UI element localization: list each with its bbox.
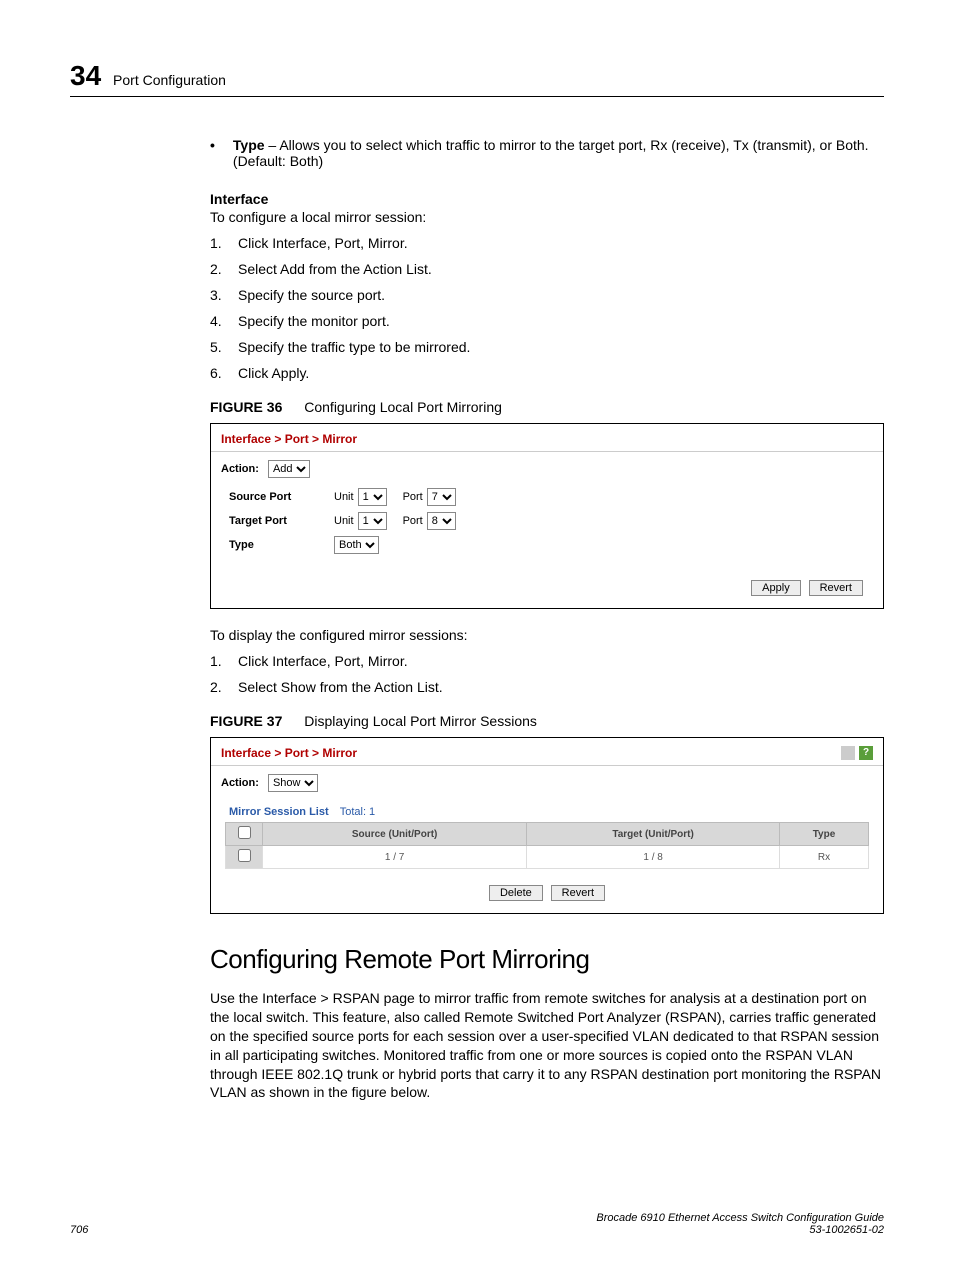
figure36-label: FIGURE 36 bbox=[210, 399, 282, 415]
source-port-row: Source Port Unit 1 Port 7 bbox=[229, 488, 865, 506]
step-item: 1.Click Interface, Port, Mirror. bbox=[210, 235, 884, 251]
bullet-label: Type bbox=[233, 137, 265, 153]
step-text: Specify the monitor port. bbox=[238, 313, 390, 329]
step-num: 1. bbox=[210, 653, 238, 669]
figure36-buttons: Apply Revert bbox=[211, 572, 883, 608]
delete-button[interactable]: Delete bbox=[489, 885, 543, 901]
page-footer: 706 Brocade 6910 Ethernet Access Switch … bbox=[70, 1212, 884, 1236]
section-heading: Configuring Remote Port Mirroring bbox=[210, 944, 884, 975]
port-label: Port bbox=[403, 515, 423, 527]
action-label: Action: bbox=[221, 777, 259, 789]
target-unit-select[interactable]: 1 bbox=[358, 512, 387, 530]
table-header-row: Source (Unit/Port) Target (Unit/Port) Ty… bbox=[226, 823, 869, 846]
chapter-title: Port Configuration bbox=[113, 72, 226, 88]
figure37-title: Displaying Local Port Mirror Sessions bbox=[304, 713, 537, 729]
mirror-table: Source (Unit/Port) Target (Unit/Port) Ty… bbox=[225, 822, 869, 869]
figure37-breadcrumb: Interface > Port > Mirror ? bbox=[211, 738, 883, 766]
step-item: 1.Click Interface, Port, Mirror. bbox=[210, 653, 884, 669]
chapter-number: 34 bbox=[70, 60, 101, 92]
bullet-text: Type – Allows you to select which traffi… bbox=[233, 137, 884, 169]
revert-button[interactable]: Revert bbox=[551, 885, 605, 901]
row-checkbox-cell bbox=[226, 846, 263, 869]
action-label: Action: bbox=[221, 463, 259, 475]
type-row: Type Both bbox=[229, 536, 865, 554]
bullet-item: • Type – Allows you to select which traf… bbox=[210, 137, 884, 169]
session-total: Total: 1 bbox=[340, 806, 375, 818]
figure37-action-row: Action: Show bbox=[211, 766, 883, 800]
figure36-action-row: Action: Add bbox=[211, 452, 883, 486]
action-select[interactable]: Add bbox=[268, 460, 310, 478]
step-num: 2. bbox=[210, 261, 238, 277]
step-num: 4. bbox=[210, 313, 238, 329]
apply-button[interactable]: Apply bbox=[751, 580, 801, 596]
col-target: Target (Unit/Port) bbox=[527, 823, 780, 846]
figure36-box: Interface > Port > Mirror Action: Add So… bbox=[210, 423, 884, 609]
step-num: 2. bbox=[210, 679, 238, 695]
select-all-checkbox[interactable] bbox=[238, 826, 251, 839]
step-item: 5.Specify the traffic type to be mirrore… bbox=[210, 339, 884, 355]
cell-source: 1 / 7 bbox=[263, 846, 527, 869]
figure37-box: Interface > Port > Mirror ? Action: Show… bbox=[210, 737, 884, 914]
col-type: Type bbox=[780, 823, 869, 846]
type-select[interactable]: Both bbox=[334, 536, 379, 554]
target-port-label: Target Port bbox=[229, 515, 334, 527]
figure37-label: FIGURE 37 bbox=[210, 713, 282, 729]
figure36-caption: FIGURE 36 Configuring Local Port Mirrori… bbox=[210, 399, 884, 415]
step-num: 1. bbox=[210, 235, 238, 251]
step-text: Click Interface, Port, Mirror. bbox=[238, 235, 408, 251]
figure37-buttons: Delete Revert bbox=[211, 877, 883, 913]
col-source: Source (Unit/Port) bbox=[263, 823, 527, 846]
step-item: 2.Select Show from the Action List. bbox=[210, 679, 884, 695]
session-list-label: Mirror Session List bbox=[229, 806, 329, 818]
figure36-breadcrumb: Interface > Port > Mirror bbox=[211, 424, 883, 452]
footer-title: Brocade 6910 Ethernet Access Switch Conf… bbox=[596, 1212, 884, 1224]
figure37-caption: FIGURE 37 Displaying Local Port Mirror S… bbox=[210, 713, 884, 729]
display-intro: To display the configured mirror session… bbox=[210, 627, 884, 643]
revert-button[interactable]: Revert bbox=[809, 580, 863, 596]
step-item: 2.Select Add from the Action List. bbox=[210, 261, 884, 277]
source-port-select[interactable]: 7 bbox=[427, 488, 456, 506]
step-text: Click Apply. bbox=[238, 365, 309, 381]
target-port-row: Target Port Unit 1 Port 8 bbox=[229, 512, 865, 530]
action-select[interactable]: Show bbox=[268, 774, 318, 792]
step-text: Specify the traffic type to be mirrored. bbox=[238, 339, 470, 355]
figure36-form: Source Port Unit 1 Port 7 Target Port Un… bbox=[211, 486, 883, 572]
unit-label: Unit bbox=[334, 515, 354, 527]
step-num: 3. bbox=[210, 287, 238, 303]
bullet-desc: – Allows you to select which traffic to … bbox=[233, 137, 869, 169]
section-paragraph: Use the Interface > RSPAN page to mirror… bbox=[210, 989, 884, 1102]
session-list-title: Mirror Session List Total: 1 bbox=[211, 800, 883, 822]
figure36-title: Configuring Local Port Mirroring bbox=[304, 399, 502, 415]
help-icon[interactable]: ? bbox=[859, 746, 873, 760]
bullet-marker: • bbox=[210, 137, 215, 169]
interface-heading: Interface bbox=[210, 191, 884, 207]
unit-label: Unit bbox=[334, 491, 354, 503]
source-port-label: Source Port bbox=[229, 491, 334, 503]
step-text: Select Show from the Action List. bbox=[238, 679, 443, 695]
port-label: Port bbox=[403, 491, 423, 503]
target-port-select[interactable]: 8 bbox=[427, 512, 456, 530]
step-text: Specify the source port. bbox=[238, 287, 385, 303]
step-item: 3.Specify the source port. bbox=[210, 287, 884, 303]
cell-type: Rx bbox=[780, 846, 869, 869]
step-num: 6. bbox=[210, 365, 238, 381]
interface-intro: To configure a local mirror session: bbox=[210, 209, 884, 225]
step-text: Click Interface, Port, Mirror. bbox=[238, 653, 408, 669]
page-header: 34 Port Configuration bbox=[70, 60, 884, 97]
footer-right: Brocade 6910 Ethernet Access Switch Conf… bbox=[596, 1212, 884, 1236]
type-label: Type bbox=[229, 539, 334, 551]
figure37-breadcrumb-text: Interface > Port > Mirror bbox=[221, 746, 357, 760]
cell-target: 1 / 8 bbox=[527, 846, 780, 869]
step-item: 6.Click Apply. bbox=[210, 365, 884, 381]
row-checkbox[interactable] bbox=[238, 849, 251, 862]
step-text: Select Add from the Action List. bbox=[238, 261, 432, 277]
table-row: 1 / 7 1 / 8 Rx bbox=[226, 846, 869, 869]
step-item: 4.Specify the monitor port. bbox=[210, 313, 884, 329]
step-num: 5. bbox=[210, 339, 238, 355]
header-checkbox-cell bbox=[226, 823, 263, 846]
help-icon-2[interactable] bbox=[841, 746, 855, 760]
source-unit-select[interactable]: 1 bbox=[358, 488, 387, 506]
